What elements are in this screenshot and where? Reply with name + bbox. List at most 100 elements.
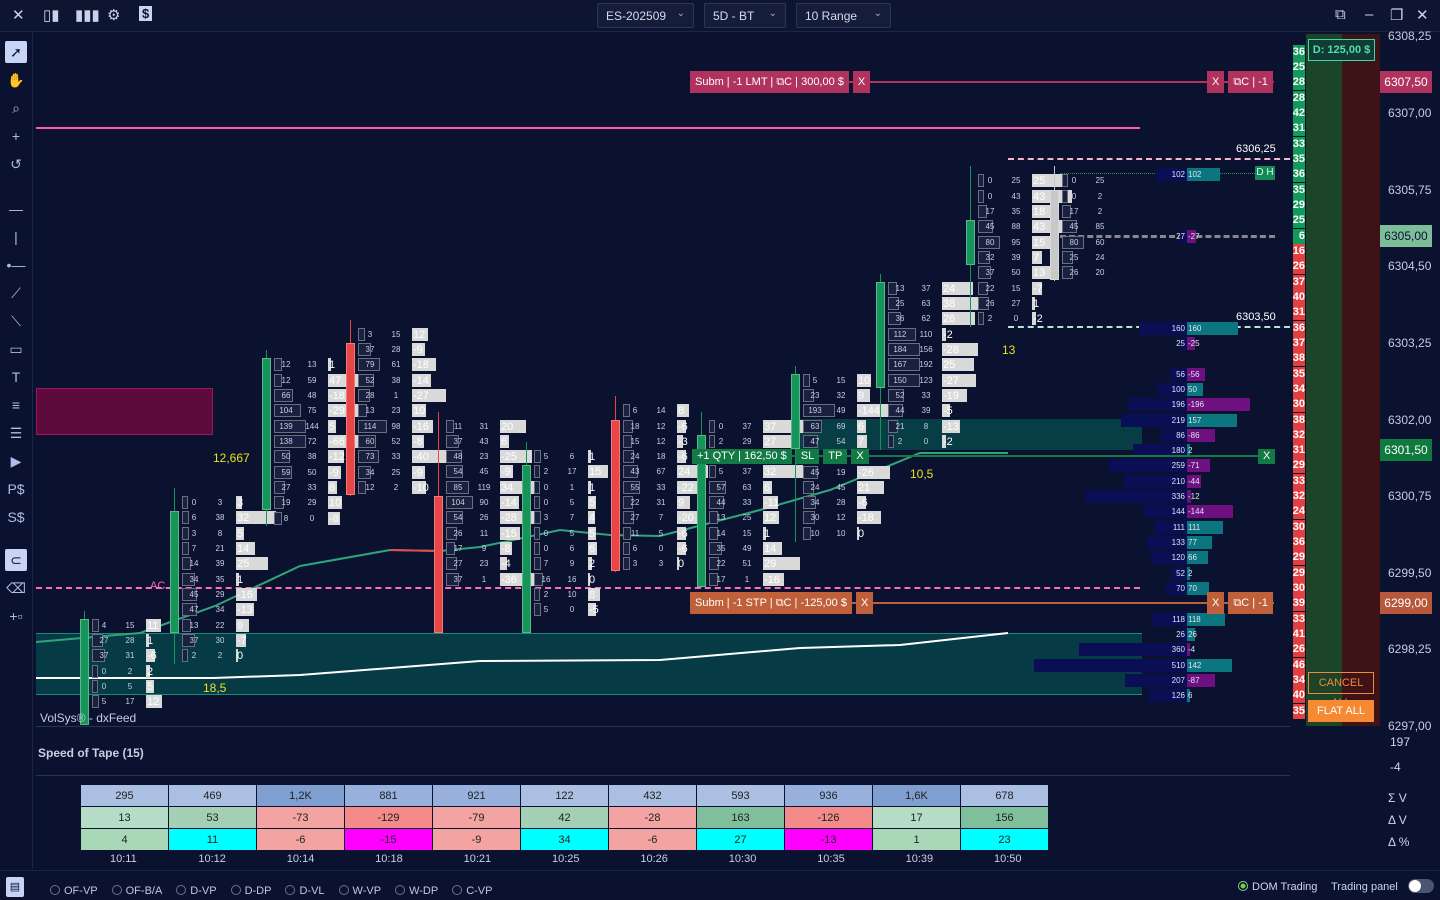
dom-bid-size[interactable]: 26 [1292, 643, 1305, 656]
dom-bid-size[interactable]: 30 [1292, 520, 1305, 533]
profile-option-of-vp[interactable]: OF-VP [50, 885, 98, 897]
dom-ask-size[interactable]: 6 [1298, 229, 1305, 242]
cancel-all-button[interactable]: CANCEL ALL [1308, 672, 1374, 709]
ray-icon[interactable]: •— [6, 257, 26, 273]
dom-bid-size[interactable]: 31 [1292, 306, 1305, 319]
profile-option-c-vp[interactable]: C-VP [452, 885, 492, 897]
eraser-icon[interactable]: ⌫ [6, 580, 26, 596]
zoom-icon[interactable]: ⌕ [12, 100, 20, 116]
range-dropdown[interactable]: 10 Range ⌄ [796, 3, 891, 28]
gear-icon[interactable]: ⚙ [107, 7, 121, 24]
dom-bid-size[interactable]: 35 [1292, 704, 1305, 717]
candle-body[interactable] [434, 496, 443, 633]
dom-bid-size[interactable]: 38 [1292, 352, 1305, 365]
profile-option-d-dp[interactable]: D-DP [230, 885, 271, 897]
text-icon[interactable]: T [11, 369, 21, 385]
candle-body[interactable] [170, 511, 179, 633]
dom-ask-size[interactable]: 31 [1292, 122, 1305, 135]
arrow-icon[interactable]: ▶ [10, 453, 22, 469]
dom-bid-size[interactable]: 37 [1292, 275, 1305, 288]
candle-body[interactable] [346, 342, 355, 495]
candle-body[interactable] [80, 618, 89, 725]
flat-all-button[interactable]: FLAT ALL [1308, 700, 1374, 722]
dom-bid-size[interactable]: 39 [1292, 597, 1305, 610]
dom-bid-size[interactable]: 38 [1292, 413, 1305, 426]
candle-body[interactable] [611, 419, 620, 572]
dom-trading-radio[interactable]: DOM Trading [1238, 881, 1317, 893]
dollar-icon[interactable]: $ [139, 6, 153, 21]
dom-ask-size[interactable]: 36 [1292, 45, 1305, 58]
candle-body[interactable] [1050, 189, 1059, 281]
fib-icon[interactable]: ☰ [9, 425, 23, 441]
dom-bid-size[interactable]: 40 [1292, 290, 1305, 303]
crosshair-icon[interactable]: + [11, 128, 21, 144]
dom-bid-size[interactable]: 24 [1292, 505, 1305, 518]
dom-ask-size[interactable]: 35 [1292, 152, 1305, 165]
dom-bid-size[interactable]: 46 [1292, 658, 1305, 671]
dom-bid-size[interactable]: 30 [1292, 582, 1305, 595]
bar-chart-icon[interactable]: ▮▮▮ [75, 7, 100, 24]
candle-body[interactable] [522, 465, 531, 633]
profile-option-of-b-a[interactable]: OF-B/A [111, 885, 162, 897]
horizontal-line-icon[interactable]: — [9, 201, 23, 217]
candle-body[interactable] [876, 281, 885, 388]
window-close-icon[interactable]: ✕ [1416, 7, 1429, 24]
dom-bid-size[interactable]: 33 [1292, 612, 1305, 625]
symbol-dropdown[interactable]: ES-202509 ⌄ [597, 3, 694, 28]
footprint-chart[interactable]: 4 15 11 27 28 1 37 31 -6 0 2 2 0 5 5 5 17 12 0 3 3 6 38 32 3 8 5 7 2… [36, 34, 1290, 726]
rectangle-icon[interactable]: ▭ [9, 341, 23, 357]
dom-ask-size[interactable]: 36 [1292, 168, 1305, 181]
candle-body[interactable] [966, 220, 975, 265]
trend-line-icon[interactable]: ⟋ [11, 285, 21, 301]
dom-bid-size[interactable]: 34 [1292, 674, 1305, 687]
dom-bid-size[interactable]: 31 [1292, 444, 1305, 457]
dom-bid-size[interactable]: 29 [1292, 551, 1305, 564]
dom-bid-size[interactable]: 35 [1292, 367, 1305, 380]
dom-bid-size[interactable]: 37 [1292, 336, 1305, 349]
profile-option-d-vl[interactable]: D-VL [285, 885, 325, 897]
dom-bid-size[interactable]: 33 [1292, 474, 1305, 487]
dom-bid-size[interactable]: 30 [1292, 398, 1305, 411]
dom-bid-size[interactable]: 29 [1292, 566, 1305, 579]
dom-bid-size[interactable]: 29 [1292, 459, 1305, 472]
dom-ask-size[interactable]: 28 [1292, 91, 1305, 104]
hand-icon[interactable]: ✋ [7, 72, 25, 88]
dom-bid-size[interactable]: 34 [1292, 382, 1305, 395]
panel-icon[interactable]: ▤ [6, 877, 24, 897]
screenshot-icon[interactable]: ⧉ [1335, 6, 1346, 23]
sell-order-icon[interactable]: S$ [7, 509, 25, 525]
minimize-icon[interactable]: – [1365, 6, 1374, 23]
add-panel-icon[interactable]: +▫ [9, 608, 23, 624]
dom-bid-size[interactable]: 32 [1292, 428, 1305, 441]
profile-option-w-dp[interactable]: W-DP [395, 885, 438, 897]
candlestick-icon[interactable]: ▯▮ [43, 7, 60, 24]
dom-bid-size[interactable]: 40 [1292, 689, 1305, 702]
dom-bid-column[interactable] [1306, 34, 1342, 726]
dom-ask-size[interactable]: 29 [1292, 198, 1305, 211]
candle-body[interactable] [262, 358, 271, 511]
pointer-icon[interactable]: ➚ [5, 41, 27, 63]
dom-bid-size[interactable]: 16 [1292, 244, 1305, 257]
dom-ask-size[interactable]: 42 [1292, 107, 1305, 119]
dom-ask-size[interactable]: 25 [1292, 61, 1305, 74]
dom-bid-size[interactable]: 36 [1292, 536, 1305, 549]
magnet-icon[interactable]: ⊂ [5, 549, 27, 571]
dom-ask-size[interactable]: 35 [1292, 183, 1305, 196]
trading-panel-toggle[interactable] [1408, 879, 1434, 893]
dom-bid-size[interactable]: 26 [1292, 260, 1305, 273]
dom-ask-column[interactable] [1342, 34, 1380, 726]
dom-ask-size[interactable]: 25 [1292, 214, 1305, 227]
lines-icon[interactable]: ≡ [11, 397, 21, 413]
dom-bid-size[interactable]: 32 [1292, 490, 1305, 503]
candle-body[interactable] [697, 434, 706, 587]
candle-body[interactable] [791, 373, 800, 449]
close-icon[interactable]: ✕ [12, 7, 25, 24]
vertical-line-icon[interactable]: | [14, 229, 18, 245]
dom-ask-size[interactable]: 28 [1292, 76, 1305, 89]
restore-icon[interactable]: ❐ [1390, 7, 1404, 24]
profile-option-w-vp[interactable]: W-VP [338, 885, 381, 897]
dom-ask-size[interactable]: 33 [1292, 137, 1305, 150]
buy-order-icon[interactable]: P$ [7, 481, 25, 497]
dom-bid-size[interactable]: 36 [1292, 321, 1305, 334]
profile-option-d-vp[interactable]: D-VP [176, 885, 217, 897]
